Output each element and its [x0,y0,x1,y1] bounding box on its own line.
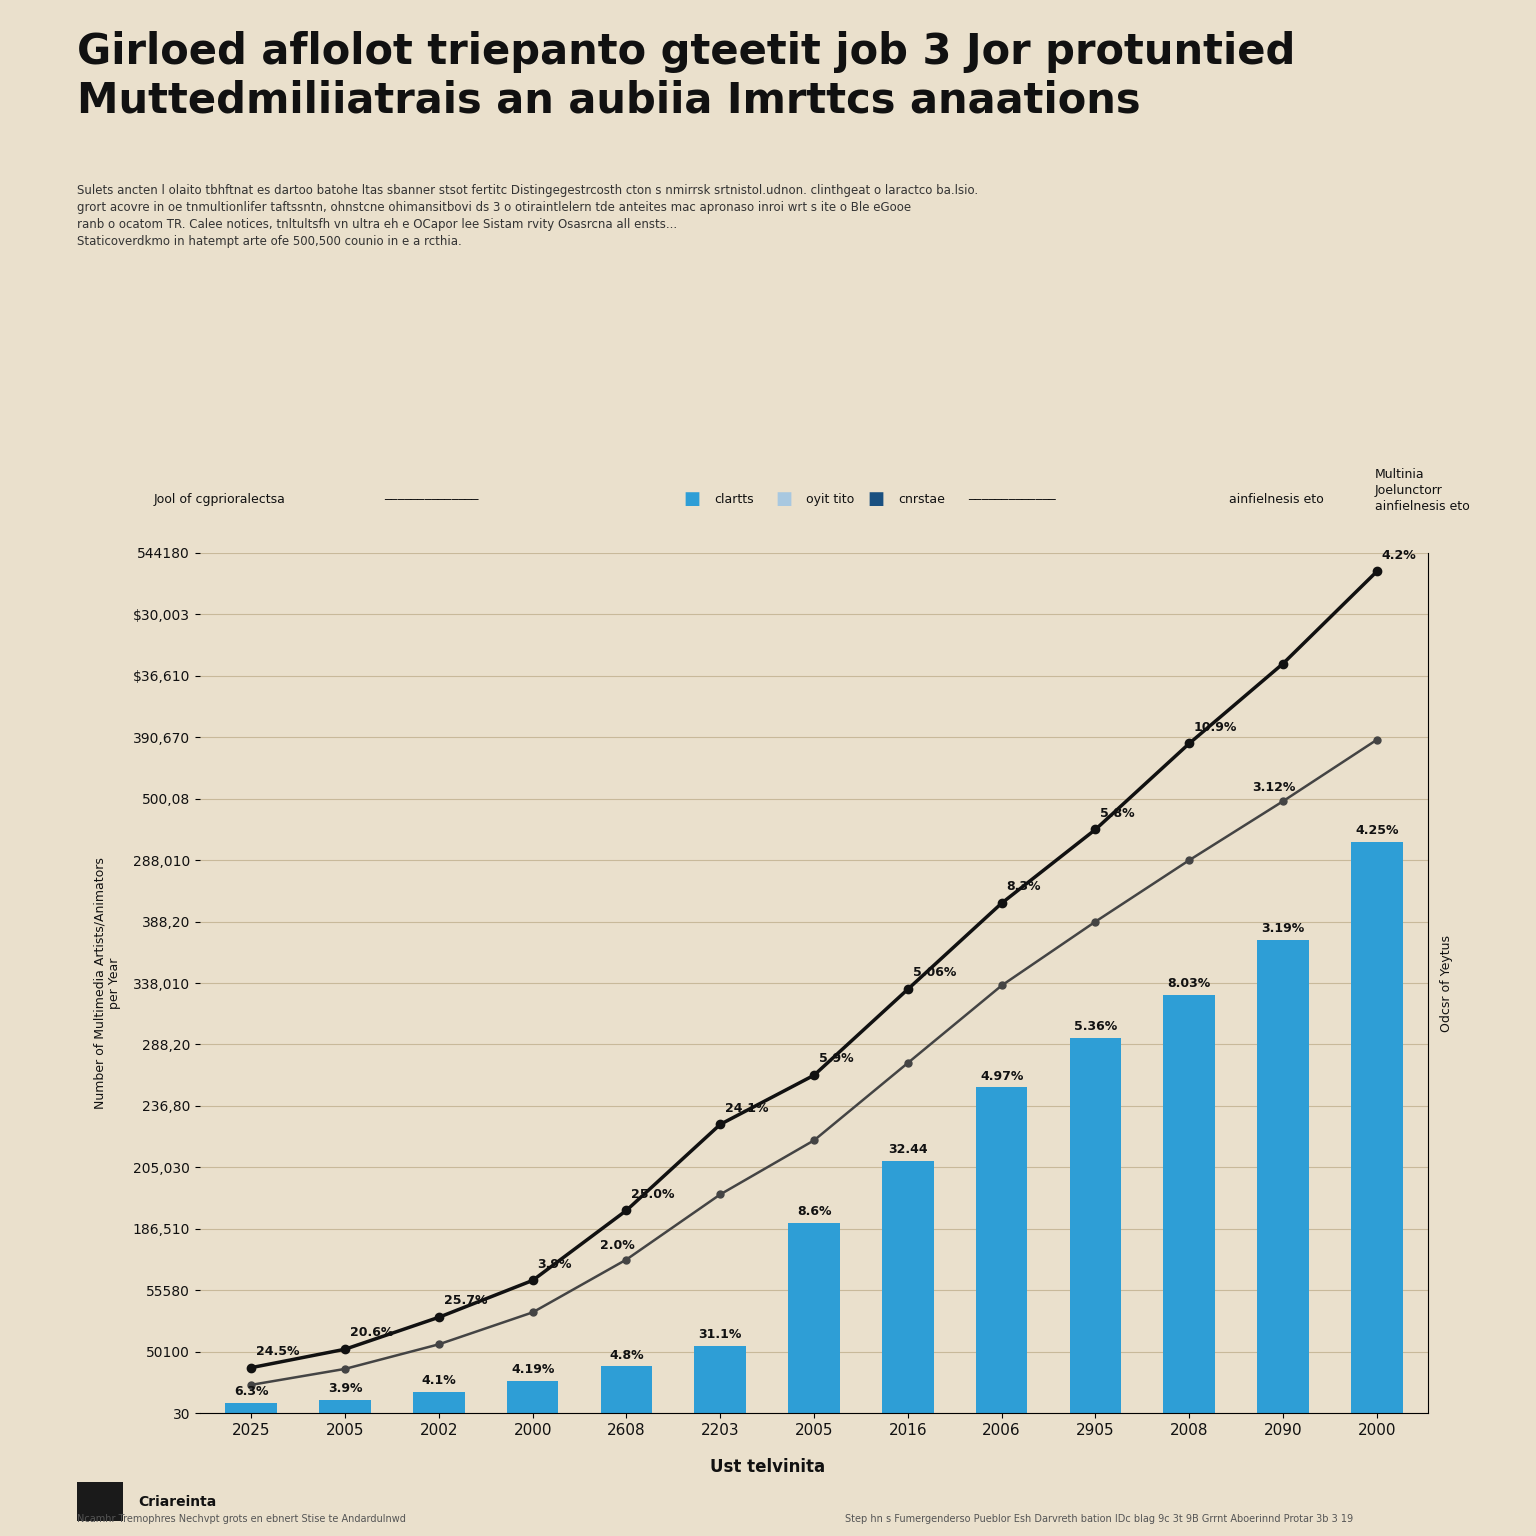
Bar [319,1399,370,1413]
Text: ─────────────: ───────────── [968,495,1055,504]
Text: 4.97%: 4.97% [980,1069,1023,1083]
Text: ■: ■ [684,490,700,508]
Text: 4.1%: 4.1% [421,1375,456,1387]
Bar [507,1381,559,1413]
Text: 25.0%: 25.0% [631,1187,674,1201]
Text: 20.6%: 20.6% [350,1327,393,1339]
Text: 5.8%: 5.8% [1100,806,1135,820]
Text: Ust telvinita: Ust telvinita [711,1458,825,1476]
Text: Ncamhr Tremophres Nechvpt grots en ebnert Stise te Andardulnwd: Ncamhr Tremophres Nechvpt grots en ebner… [77,1513,406,1524]
Text: Criareinta: Criareinta [138,1495,217,1510]
Text: 4.25%: 4.25% [1355,823,1399,837]
Text: 3.12%: 3.12% [1252,780,1295,794]
Text: oyit tito: oyit tito [806,493,854,505]
Text: 8.3%: 8.3% [1006,880,1041,894]
Bar [413,1392,465,1413]
Bar [601,1367,653,1413]
Text: ■: ■ [776,490,793,508]
Bar [694,1346,746,1413]
Text: cnrstae: cnrstae [899,493,946,505]
Text: 5.36%: 5.36% [1074,1020,1117,1034]
Text: Step hn s Fumergenderso Pueblor Esh Darvreth bation IDc blag 9c 3t 9B Grrnt Aboe: Step hn s Fumergenderso Pueblor Esh Darv… [845,1513,1353,1524]
Text: 10.9%: 10.9% [1193,720,1238,734]
Text: clartts: clartts [714,493,754,505]
Bar [882,1161,934,1413]
Text: 4.19%: 4.19% [511,1364,554,1376]
Text: Girloed aflolot triepanto gteetit job 3 Jor protuntied
Muttedmiliiatrais an aubi: Girloed aflolot triepanto gteetit job 3 … [77,31,1295,121]
Bar [975,1087,1028,1413]
Text: 3.9%: 3.9% [538,1258,571,1270]
Text: Jool of cgprioralectsa: Jool of cgprioralectsa [154,493,286,505]
Bar [788,1223,840,1413]
Bar [1258,940,1309,1413]
Text: 8.03%: 8.03% [1167,977,1210,991]
Bar [1069,1038,1121,1413]
Text: 25.7%: 25.7% [444,1295,487,1307]
Text: 8.6%: 8.6% [797,1204,831,1218]
Text: 5.06%: 5.06% [912,966,955,980]
Text: 6.3%: 6.3% [233,1385,269,1398]
Text: ──────────────: ────────────── [384,495,479,504]
Y-axis label: Odcsr of Yeytus: Odcsr of Yeytus [1439,934,1453,1032]
Text: ■: ■ [868,490,885,508]
Y-axis label: Number of Multimedia Artists/Animators
per Year: Number of Multimedia Artists/Animators p… [94,857,121,1109]
Bar [1352,842,1402,1413]
Text: 3.9%: 3.9% [327,1382,362,1395]
Text: 4.8%: 4.8% [610,1349,644,1361]
Text: Multinia
Joelunctorr
ainfielnesis eto: Multinia Joelunctorr ainfielnesis eto [1375,468,1470,513]
Text: 4.2%: 4.2% [1381,548,1416,562]
Text: ainfielnesis eto: ainfielnesis eto [1229,493,1324,505]
Bar [1163,995,1215,1413]
Text: 32.44: 32.44 [888,1143,928,1157]
Text: 5.9%: 5.9% [819,1052,854,1066]
Text: 2.0%: 2.0% [599,1240,634,1252]
Text: 3.19%: 3.19% [1261,922,1304,935]
Text: Sulets ancten l olaito tbhftnat es dartoo batohe ltas sbanner stsot fertitc Dist: Sulets ancten l olaito tbhftnat es darto… [77,184,978,249]
Text: 24.1%: 24.1% [725,1101,768,1115]
Text: 24.5%: 24.5% [257,1346,300,1358]
Text: 31.1%: 31.1% [699,1327,742,1341]
Bar [226,1404,276,1413]
